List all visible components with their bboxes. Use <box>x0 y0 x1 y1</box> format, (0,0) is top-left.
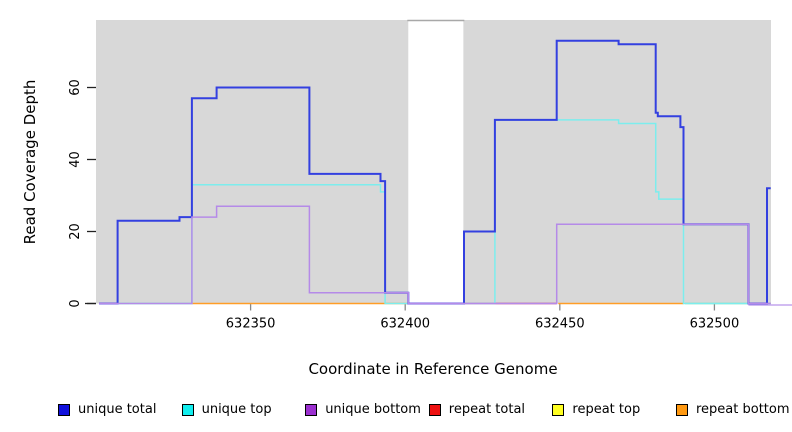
y-tick-label: 0 <box>68 299 83 307</box>
x-tick-label: 632350 <box>226 317 276 332</box>
coverage-gap-region <box>408 20 464 304</box>
series-group <box>99 39 771 305</box>
y-axis-title: Read Coverage Depth <box>21 79 39 245</box>
x-tick-label: 632500 <box>690 317 740 332</box>
x-tick-label: 632450 <box>535 317 585 332</box>
y-tick-label: 20 <box>68 223 83 240</box>
y-tick-label: 60 <box>68 79 83 96</box>
series-unique-bottom <box>99 205 771 305</box>
series-unique-total <box>99 39 771 305</box>
x-tick-label: 632400 <box>380 317 430 332</box>
x-axis-title: Coordinate in Reference Genome <box>308 360 558 378</box>
y-tick-label: 40 <box>68 151 83 168</box>
